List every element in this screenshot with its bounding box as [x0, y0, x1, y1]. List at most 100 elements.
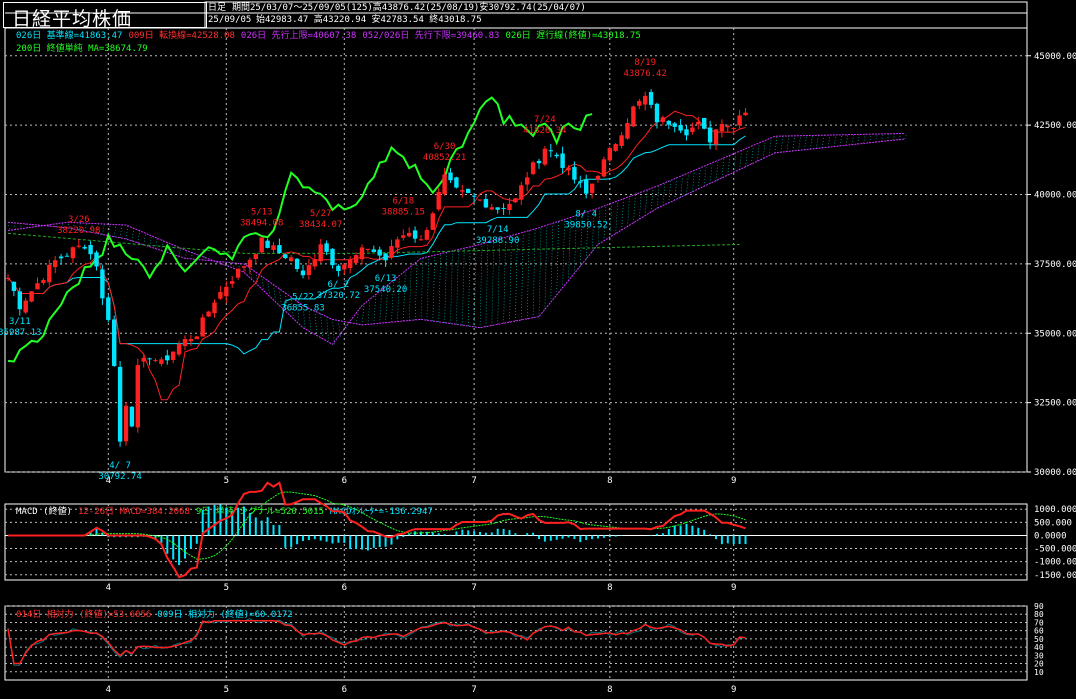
rsi-x-tick: 9: [731, 685, 736, 695]
cloud-hatch: [255, 272, 259, 284]
cloud-hatch: [768, 138, 772, 156]
cloud-hatch: [267, 280, 270, 295]
candle-body: [200, 317, 205, 337]
cloud-hatch: [644, 190, 648, 216]
candle-body: [436, 191, 441, 210]
macd-y-tick: -1500.000: [1034, 571, 1076, 581]
cloud-span-a: [7, 138, 905, 329]
cloud-hatch: [863, 134, 866, 144]
candle-body: [283, 254, 288, 259]
candle-body: [548, 150, 553, 152]
cloud-hatch: [172, 244, 176, 255]
kijun-line: [7, 135, 746, 355]
candle-body: [17, 291, 22, 310]
cloud-hatch: [538, 227, 542, 317]
cloud-hatch: [810, 135, 813, 150]
candle-body: [147, 358, 152, 360]
cloud-hatch: [78, 222, 82, 231]
cloud-hatch: [261, 276, 264, 289]
price-x-tick: 7: [471, 476, 476, 486]
cloud-hatch: [60, 222, 64, 228]
candle-body: [566, 167, 571, 171]
macd-y-tick: 1000.000: [1034, 505, 1076, 515]
cloud-hatch: [780, 136, 784, 153]
annotation-date: 6/13: [375, 274, 397, 284]
annotation-date: 7/14: [487, 225, 509, 235]
candle-body: [507, 203, 512, 211]
candle-body: [112, 319, 117, 366]
candle-body: [342, 264, 347, 270]
candle-body: [218, 292, 223, 299]
annotation-price: 36855.83: [281, 304, 324, 314]
macd-signal-line: [8, 491, 746, 560]
candle-body: [277, 245, 282, 254]
candle-body: [654, 103, 660, 123]
lagging-line: [7, 96, 593, 363]
cloud-hatch: [798, 135, 801, 151]
candle-body: [466, 188, 471, 194]
macd-y-tick: 500.000: [1034, 518, 1072, 528]
macd-legend-item: 12-26日 MACD=384.2068: [78, 506, 190, 517]
annotation-date: 3/26: [68, 215, 90, 225]
cloud-hatch: [450, 251, 453, 324]
candle-body: [418, 239, 424, 241]
candle-body: [265, 240, 270, 248]
annotation-price: 38494.08: [240, 218, 283, 228]
candle-body: [584, 179, 589, 194]
annotation-price: 39288.90: [476, 236, 519, 246]
candle-body: [525, 177, 530, 185]
cloud-hatch: [597, 208, 601, 245]
candle-body: [560, 153, 565, 168]
cloud-hatch: [108, 224, 111, 236]
macd-y-tick: -500.000: [1034, 545, 1076, 555]
cloud-hatch: [886, 133, 890, 141]
candle-body: [519, 185, 524, 200]
cloud-hatch: [833, 134, 837, 147]
price-x-tick: 4: [106, 476, 111, 486]
candle-body: [129, 406, 135, 427]
main-legend-item: 052/026日 先行下限=39460.83: [362, 29, 499, 41]
timeframe-label: 日足: [208, 3, 227, 13]
cloud-hatch: [113, 224, 117, 237]
cloud-hatch: [332, 319, 335, 345]
candle-body: [324, 243, 329, 252]
cloud-hatch: [668, 181, 672, 203]
candle-body: [371, 249, 376, 252]
macd-legend-item: 9日 単純 シグナル=520.5015: [196, 505, 324, 517]
cloud-hatch: [497, 239, 500, 325]
rsi-y-tick: 60: [1034, 627, 1044, 636]
cloud-hatch: [49, 224, 52, 227]
candle-body: [76, 245, 81, 247]
cloud-hatch: [125, 224, 129, 239]
annotation-date: 3/11: [9, 317, 31, 327]
candle-body: [29, 291, 34, 302]
candle-body: [542, 148, 548, 165]
main-legend-item: 026日 基準線=41863.47: [16, 29, 122, 41]
cloud-hatch: [774, 136, 778, 153]
price-x-tick: 5: [224, 476, 229, 486]
candle-body: [678, 125, 683, 131]
candle-body: [448, 172, 453, 181]
cloud-hatch: [521, 232, 524, 320]
candle-body: [271, 245, 276, 250]
candle-body: [454, 177, 459, 188]
cloud-hatch: [857, 134, 860, 145]
candle-body: [430, 213, 435, 230]
candle-body: [348, 259, 353, 269]
cloud-hatch: [680, 176, 683, 198]
annotation-date: 8/19: [634, 58, 656, 68]
cloud-hatch: [302, 305, 306, 328]
candle-body: [353, 255, 359, 263]
candle-body: [407, 232, 412, 237]
cloud-hatch: [715, 161, 719, 181]
cloud-hatch: [757, 143, 760, 162]
cloud-hatch: [155, 237, 158, 249]
last-date-label: 25/09/05: [208, 15, 252, 25]
macd-line: [8, 481, 746, 579]
candle-body: [660, 117, 666, 122]
candle-body: [230, 281, 235, 284]
cloud-hatch: [403, 272, 406, 322]
cloud-hatch: [379, 291, 382, 324]
price-y-tick: 42500.00: [1034, 121, 1076, 131]
rsi14-line: [7, 620, 746, 665]
